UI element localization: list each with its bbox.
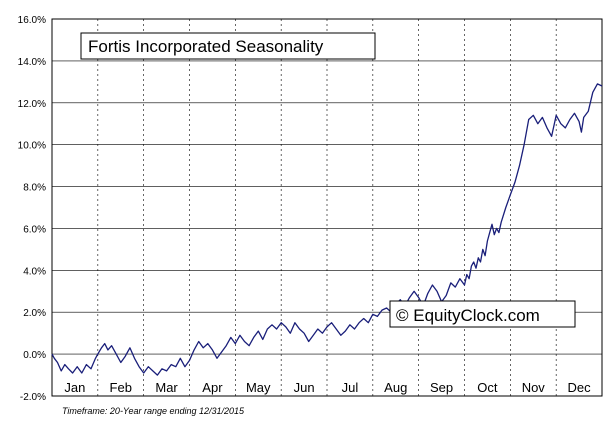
y-axis-ticks: -2.0% 0.0% 2.0% 4.0% 6.0% 8.0% 10.0% 12.0% 14.0%… [18, 15, 46, 403]
x-tick-label: Aug [384, 380, 407, 395]
x-tick-label: Feb [110, 380, 132, 395]
y-tick-label: 0.0% [23, 350, 46, 361]
x-tick-label: Apr [202, 380, 223, 395]
y-tick-label: 2.0% [23, 308, 46, 319]
y-tick-label: 6.0% [23, 224, 46, 235]
x-tick-label: Jan [64, 380, 85, 395]
title-box: Fortis Incorporated Seasonality [80, 32, 376, 60]
x-tick-label: Dec [568, 380, 592, 395]
footnote: Timeframe: 20-Year range ending 12/31/20… [62, 406, 245, 416]
y-tick-label: 16.0% [18, 15, 46, 26]
plot-border [51, 18, 603, 397]
x-tick-label: Mar [155, 380, 178, 395]
watermark-text: © EquityClock.com [396, 306, 540, 325]
x-tick-label: Nov [522, 380, 546, 395]
x-tick-label: Oct [477, 380, 498, 395]
chart-title: Fortis Incorporated Seasonality [88, 37, 324, 56]
x-tick-label: Sep [430, 380, 453, 395]
y-tick-label: 8.0% [23, 183, 46, 194]
x-tick-label: May [246, 380, 271, 395]
grid-lines [52, 18, 602, 397]
y-tick-label: -2.0% [20, 392, 46, 403]
series-group [51, 83, 603, 376]
x-tick-label: Jun [294, 380, 315, 395]
y-tick-label: 12.0% [18, 99, 46, 110]
watermark-box: © EquityClock.com [389, 300, 576, 328]
x-tick-label: Jul [342, 380, 359, 395]
y-tick-label: 10.0% [18, 141, 46, 152]
y-tick-label: 4.0% [23, 266, 46, 277]
x-axis-ticks: Jan Feb Mar Apr May Jun Jul Aug Sep Oct Nov Dec [64, 380, 591, 395]
y-tick-label: 14.0% [18, 57, 46, 68]
series-line [51, 83, 603, 376]
